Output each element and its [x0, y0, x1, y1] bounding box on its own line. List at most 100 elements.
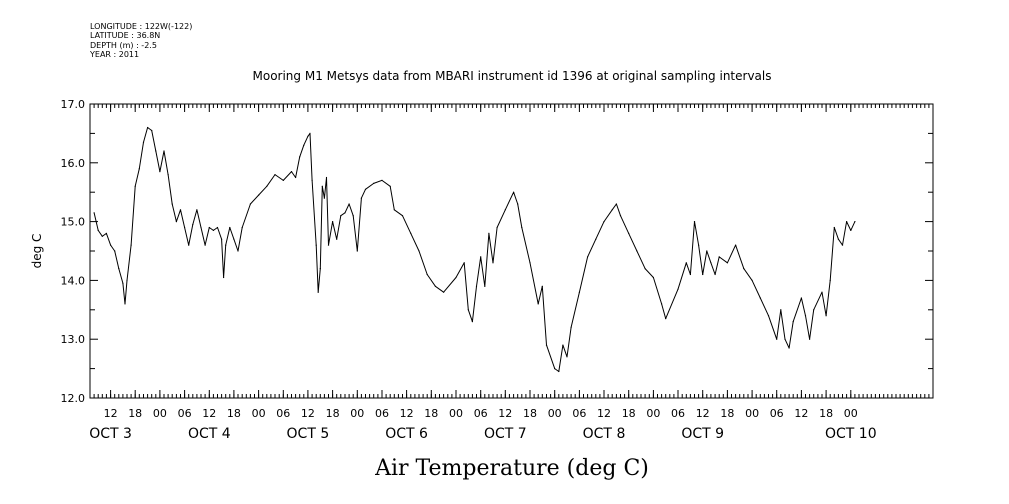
data-point	[619, 215, 622, 217]
data-point	[463, 262, 465, 264]
x-tick-label: 18	[326, 407, 340, 420]
data-point	[134, 185, 136, 187]
data-point	[229, 226, 231, 229]
y-tick-label: 15.0	[61, 216, 86, 229]
y-tick-label: 16.0	[61, 157, 86, 170]
data-point	[702, 273, 704, 276]
data-point	[521, 226, 523, 229]
data-point	[130, 244, 132, 246]
data-point	[216, 226, 219, 229]
data-point	[545, 344, 548, 346]
x-tick-label: 06	[375, 407, 389, 420]
data-point	[603, 221, 605, 223]
data-point	[767, 315, 770, 317]
x-tick-label: 06	[770, 407, 784, 420]
data-point	[455, 276, 457, 279]
x-tick-label: 06	[572, 407, 586, 420]
data-point	[122, 282, 124, 284]
data-point	[249, 203, 251, 205]
data-point	[693, 221, 696, 223]
data-point	[480, 256, 482, 258]
data-point	[615, 203, 618, 205]
data-point	[825, 315, 827, 317]
data-point	[718, 256, 720, 258]
data-point	[636, 250, 638, 252]
data-point	[319, 268, 321, 270]
day-label: OCT 7	[484, 426, 527, 442]
x-tick-label: 12	[301, 407, 315, 420]
data-point	[841, 244, 844, 246]
data-point	[223, 276, 225, 279]
data-point	[340, 215, 342, 217]
x-tick-label: 12	[202, 407, 216, 420]
data-point	[426, 273, 428, 276]
data-point	[813, 309, 815, 311]
data-point	[698, 244, 700, 246]
data-point	[184, 226, 186, 229]
data-point	[689, 273, 692, 276]
data-point	[381, 179, 383, 181]
x-tick-label: 18	[523, 407, 537, 420]
day-label: OCT 9	[681, 426, 724, 442]
series-line	[93, 127, 856, 372]
day-label: OCT 6	[385, 426, 428, 442]
data-point	[751, 279, 753, 281]
data-point	[517, 203, 519, 205]
data-point	[821, 291, 823, 293]
series-group	[93, 126, 856, 373]
data-point	[126, 279, 128, 281]
data-point	[212, 229, 214, 231]
plot-frame	[89, 103, 934, 399]
day-label: OCT 3	[89, 426, 132, 442]
data-point	[200, 226, 202, 229]
data-point	[282, 179, 284, 181]
data-point	[780, 309, 782, 311]
data-point	[443, 291, 445, 293]
x-tick-label: 00	[646, 407, 660, 420]
data-point	[303, 144, 305, 146]
data-point	[541, 285, 543, 287]
data-point	[566, 356, 568, 358]
data-point	[97, 229, 99, 231]
data-point	[258, 194, 260, 196]
data-point	[196, 209, 198, 211]
data-point	[595, 238, 597, 240]
data-point	[364, 188, 367, 190]
data-point	[685, 262, 687, 264]
data-point	[151, 129, 153, 132]
data-point	[529, 262, 531, 264]
data-point	[611, 209, 613, 211]
data-point	[237, 250, 239, 252]
data-point	[837, 238, 840, 240]
x-tick-label: 18	[227, 407, 241, 420]
depth-label: DEPTH (m) : -2.5	[90, 40, 157, 50]
data-point	[208, 226, 210, 229]
data-point	[138, 168, 140, 170]
data-point	[124, 303, 126, 305]
data-point	[587, 256, 589, 258]
data-point	[159, 171, 161, 173]
data-point	[504, 209, 506, 211]
data-point	[800, 297, 803, 299]
longitude-label: LONGITUDE : 122W(-122)	[90, 22, 193, 31]
y-axis-title: deg C	[30, 234, 44, 269]
data-point	[93, 212, 95, 214]
data-point	[410, 232, 412, 234]
x-tick-label: 00	[350, 407, 364, 420]
x-tick-label: 00	[548, 407, 562, 420]
data-point	[360, 197, 362, 199]
data-point	[204, 244, 206, 246]
data-point	[142, 141, 145, 143]
y-tick-label: 12.0	[61, 392, 86, 405]
data-point	[389, 185, 391, 187]
data-point	[295, 176, 297, 179]
data-point	[652, 276, 655, 279]
data-point	[401, 215, 404, 217]
data-point	[192, 223, 194, 226]
data-point	[628, 232, 630, 234]
data-point	[850, 229, 852, 231]
data-point	[348, 203, 350, 205]
data-point	[846, 221, 848, 223]
y-tick-label: 13.0	[61, 333, 86, 346]
data-point	[513, 191, 515, 193]
